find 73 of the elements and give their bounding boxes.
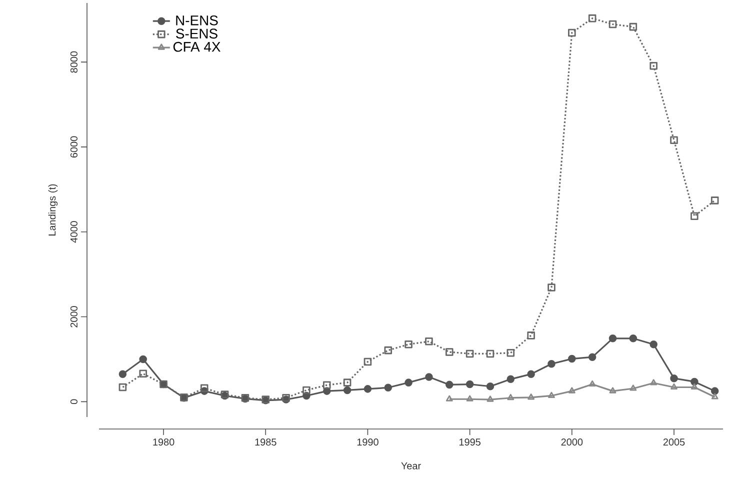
point [629,22,638,31]
point [506,348,515,357]
x-tick-label: 1985 [255,438,276,446]
x-tick-label: 1995 [460,438,480,446]
point [486,350,494,358]
point [446,380,454,389]
point [200,384,208,392]
point [384,384,392,392]
legend-label: S-ENS [176,28,218,39]
point [507,394,514,400]
point [630,384,637,391]
y-tick-label: 6000 [70,136,78,158]
point [384,346,392,354]
point [139,370,147,378]
point [608,334,617,342]
point [118,383,127,392]
point [650,62,658,70]
point [629,334,638,342]
y-axis-title: Landings (t) [48,184,58,236]
point [710,196,719,204]
point [568,28,576,37]
point [404,378,412,386]
point [609,387,616,394]
x-tick-label: 2005 [663,438,685,446]
point [364,385,372,393]
point [466,380,474,388]
point [670,374,678,382]
point [425,338,433,346]
point [588,14,596,22]
point [548,360,556,368]
legend-label: CFA 4X [173,42,220,52]
point [690,378,698,386]
point [466,350,474,358]
point [527,332,535,340]
point [466,395,474,402]
point [486,396,494,402]
point [670,136,678,144]
y-tick-label: 0 [70,399,78,404]
point [710,387,719,395]
x-tick-label: 1990 [357,438,378,446]
point [139,355,147,364]
point [650,379,658,386]
point [343,378,352,386]
y-tick-label: 2000 [70,306,78,328]
x-tick-label: 1980 [153,438,174,446]
legend-label: N-ENS [176,15,218,26]
point [650,340,658,348]
point [506,375,515,384]
point [486,382,494,390]
point [343,386,352,394]
point [588,380,596,387]
point [322,381,331,390]
point [690,383,698,390]
point [690,212,698,220]
point [364,358,372,366]
point [425,373,433,381]
point [446,348,454,356]
point [527,370,535,378]
point [118,370,127,378]
point [608,20,617,28]
point [302,386,310,394]
x-tick-label: 2000 [561,438,583,446]
point [404,340,412,348]
point [568,354,576,363]
point [568,387,576,394]
point [528,394,535,400]
y-tick-label: 8000 [70,51,78,73]
x-axis-title: Year [401,462,421,470]
point [588,353,596,361]
y-tick-label: 4000 [70,221,78,243]
point [548,284,556,292]
point [670,383,678,390]
point [548,392,555,398]
